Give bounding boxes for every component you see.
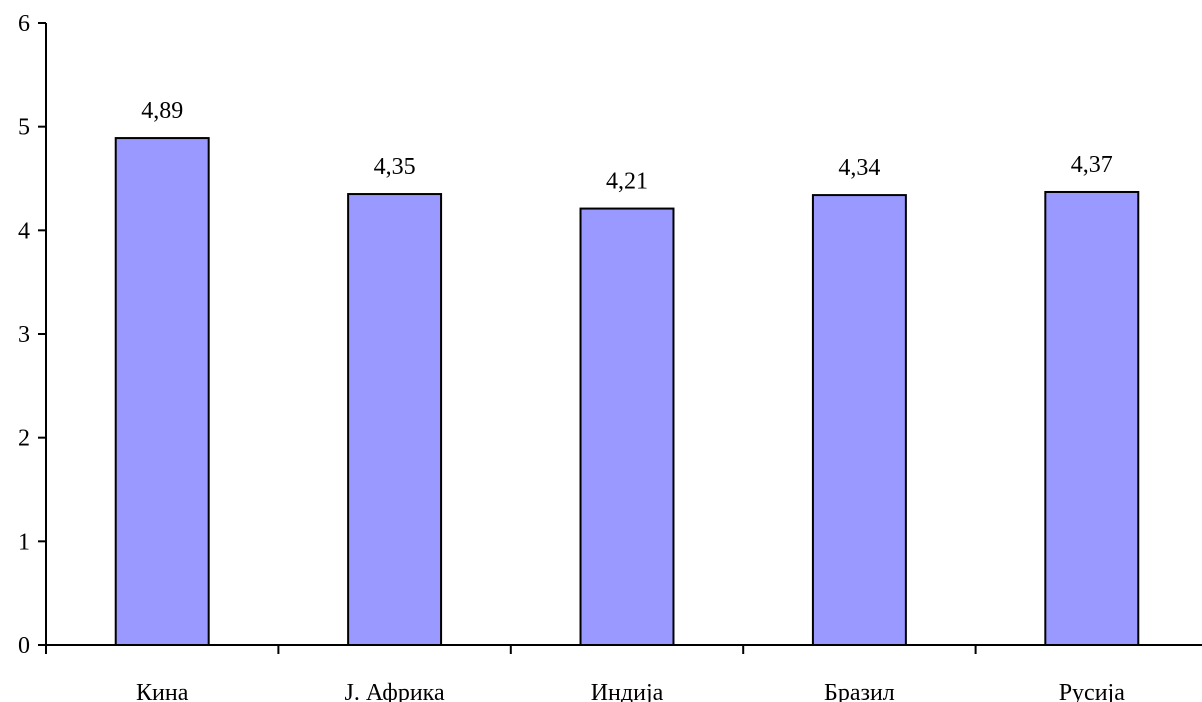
x-category-label: Бразил: [824, 680, 895, 702]
y-tick-label: 5: [18, 115, 30, 141]
bar: [579, 207, 675, 647]
y-tick-label: 0: [18, 633, 30, 659]
bar-value-label: 4,34: [838, 155, 880, 181]
x-category-label: Русија: [1059, 680, 1126, 702]
bar: [811, 194, 907, 646]
y-tick-label: 2: [18, 426, 30, 452]
bar-value-label: 4,21: [606, 169, 648, 195]
bar: [114, 137, 210, 646]
bars-layer: [114, 137, 1140, 647]
bar-value-label: 4,37: [1071, 152, 1113, 178]
y-tick-label: 6: [18, 11, 30, 37]
ticks-layer: [38, 22, 977, 654]
bar: [347, 193, 443, 647]
y-tick-label: 1: [18, 529, 30, 555]
x-category-label: Кина: [136, 680, 189, 702]
y-tick-label: 3: [18, 322, 30, 348]
bar-value-label: 4,35: [374, 154, 416, 180]
x-category-label: Ј. Африка: [345, 680, 445, 702]
labels-layer: 0 1 2 3 4 5 6 4,89 Кина 4,35 Ј. Африка 4,21 Индија 4,…: [18, 11, 1125, 702]
x-category-label: Индија: [591, 680, 664, 702]
bar-value-label: 4,89: [141, 98, 183, 124]
y-tick-label: 4: [18, 218, 30, 244]
bar: [1044, 190, 1140, 647]
